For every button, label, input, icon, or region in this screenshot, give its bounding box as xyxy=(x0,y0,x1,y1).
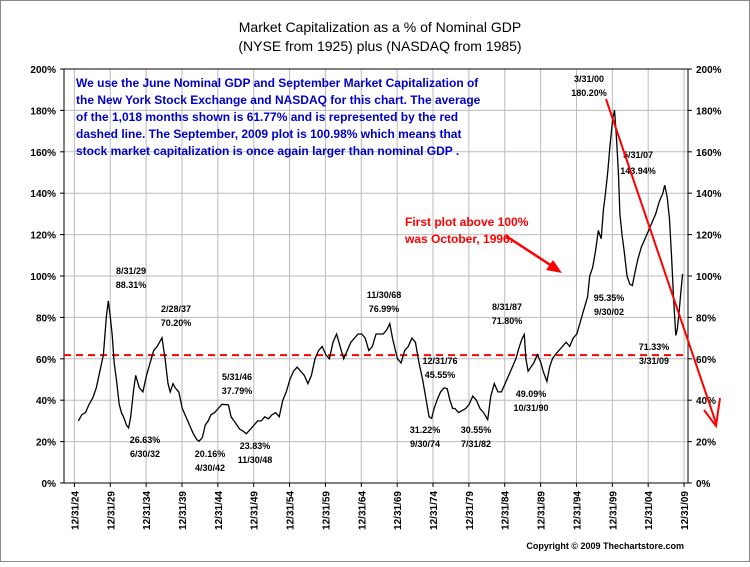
note-line-3: of the 1,018 months shown is 61.77% and … xyxy=(76,110,458,124)
x-tick-label: 12/31/99 xyxy=(608,491,619,530)
axes: 0% 0% 20% 20% 40% 40% 60% 60% 80% 80% 100% 100% 120%… xyxy=(30,65,721,530)
y-tick-label-right: 200% xyxy=(696,65,722,76)
copyright-text: Copyright © 2009 Thechartstore.com xyxy=(526,541,684,551)
annotation-value: 70.20% xyxy=(161,318,192,328)
annotation-value: 180.20% xyxy=(571,88,607,98)
annotation-value: 45.55% xyxy=(425,370,456,380)
x-tick-label: 12/31/64 xyxy=(357,491,368,530)
y-tick-label-right: 180% xyxy=(696,106,722,117)
annotation-value: 23.83% xyxy=(240,441,271,451)
annotation-value: 37.79% xyxy=(222,386,253,396)
annotation-value: 20.16% xyxy=(195,449,226,459)
x-tick-label: 12/31/69 xyxy=(393,491,404,530)
trend-arrow-line xyxy=(605,98,717,424)
x-tick-label: 12/31/54 xyxy=(286,491,297,530)
y-tick-label-left: 160% xyxy=(30,148,56,159)
callout-first-above-100: First plot above 100% was October, 1996. xyxy=(404,215,529,246)
y-tick-label-left: 120% xyxy=(30,231,56,242)
callout-arrowhead xyxy=(546,260,562,273)
y-tick-label-left: 20% xyxy=(36,438,56,449)
y-tick-label-right: 60% xyxy=(696,355,716,366)
y-tick-label-left: 100% xyxy=(30,272,56,283)
annotation-date: 2/28/37 xyxy=(161,304,191,314)
annotation-date: 3/31/00 xyxy=(574,74,604,84)
y-tick-label-left: 60% xyxy=(36,355,56,366)
x-tick-label: 12/31/79 xyxy=(465,491,476,530)
annotation-value: 26.63% xyxy=(130,435,161,445)
y-tick-label-right: 100% xyxy=(696,272,722,283)
chart-title-line1: Market Capitalization as a % of Nominal … xyxy=(239,19,521,35)
annotation-value: 76.99% xyxy=(369,304,400,314)
x-tick-label: 12/31/74 xyxy=(429,491,440,530)
callout-arrow-shaft xyxy=(505,234,556,270)
y-tick-label-right: 80% xyxy=(696,313,716,324)
annotation-date: 5/31/46 xyxy=(222,372,252,382)
note-line-1: We use the June Nominal GDP and Septembe… xyxy=(76,76,479,90)
x-tick-label: 12/31/09 xyxy=(680,491,691,530)
annotation-date: 9/30/02 xyxy=(594,307,624,317)
annotation-date: 5/31/07 xyxy=(623,150,653,160)
y-tick-label-right: 40% xyxy=(696,396,716,407)
callout-line-2: was October, 1996. xyxy=(404,232,513,246)
y-tick-label-left: 0% xyxy=(42,479,57,490)
series-line-market-cap-gdp xyxy=(77,109,684,443)
y-tick-label-left: 40% xyxy=(36,396,56,407)
note-line-5: stock market capitalization is once agai… xyxy=(76,144,459,158)
annotation-value: 31.22% xyxy=(410,425,441,435)
note-line-2: the New York Stock Exchange and NASDAQ f… xyxy=(76,93,481,107)
x-tick-label: 12/31/04 xyxy=(644,491,655,530)
chart-title-line2: (NYSE from 1925) plus (NASDAQ from 1985) xyxy=(238,38,521,54)
x-tick-label: 12/31/84 xyxy=(501,491,512,530)
annotation-date: 8/31/87 xyxy=(492,302,522,312)
annotation-date: 4/30/42 xyxy=(195,463,225,473)
annotation-date: 6/30/32 xyxy=(130,449,160,459)
note-line-4: dashed line. The September, 2009 plot is… xyxy=(76,127,461,141)
y-tick-label-right: 120% xyxy=(696,231,722,242)
annotation-value: 71.80% xyxy=(492,316,523,326)
x-tick-label: 12/31/94 xyxy=(572,491,583,530)
y-tick-label-left: 80% xyxy=(36,313,56,324)
x-tick-label: 12/31/24 xyxy=(70,491,81,530)
annotation-date: 12/31/76 xyxy=(422,356,457,366)
x-tick-label: 12/31/59 xyxy=(321,491,332,530)
y-tick-label-right: 0% xyxy=(696,479,711,490)
y-tick-label-left: 180% xyxy=(30,106,56,117)
x-tick-label: 12/31/29 xyxy=(106,491,117,530)
note-text-box: We use the June Nominal GDP and Septembe… xyxy=(76,76,481,158)
y-tick-label-right: 160% xyxy=(696,148,722,159)
annotation-value: 71.33% xyxy=(639,342,670,352)
y-tick-label-right: 140% xyxy=(696,189,722,200)
trend-arrowhead xyxy=(703,397,721,429)
annotation-date: 11/30/48 xyxy=(238,455,273,465)
y-tick-label-left: 200% xyxy=(30,65,56,76)
annotation-value: 49.09% xyxy=(516,389,547,399)
annotation-date: 11/30/68 xyxy=(367,290,402,300)
callout-line-1: First plot above 100% xyxy=(405,215,529,229)
annotation-value: 143.94% xyxy=(620,166,656,176)
annotation-value: 30.55% xyxy=(461,425,492,435)
annotations: 8/31/29 88.31% 26.63% 6/30/32 2/28/37 70.20% 2… xyxy=(116,74,670,473)
x-tick-label: 12/31/34 xyxy=(142,491,153,530)
y-tick-label-right: 20% xyxy=(696,438,716,449)
grid xyxy=(64,69,688,483)
x-tick-label: 12/31/89 xyxy=(537,491,548,530)
annotation-date: 8/31/29 xyxy=(116,266,146,276)
x-tick-label: 12/31/49 xyxy=(250,491,261,530)
annotation-date: 7/31/82 xyxy=(461,439,491,449)
annotation-value: 88.31% xyxy=(116,280,147,290)
x-tick-label: 12/31/44 xyxy=(214,491,225,530)
x-tick-label: 12/31/39 xyxy=(178,491,189,530)
annotation-date: 9/30/74 xyxy=(410,439,440,449)
annotation-date: 10/31/90 xyxy=(513,403,548,413)
annotation-value: 95.35% xyxy=(594,293,625,303)
annotation-date: 3/31/09 xyxy=(639,356,669,366)
y-tick-label-left: 140% xyxy=(30,189,56,200)
